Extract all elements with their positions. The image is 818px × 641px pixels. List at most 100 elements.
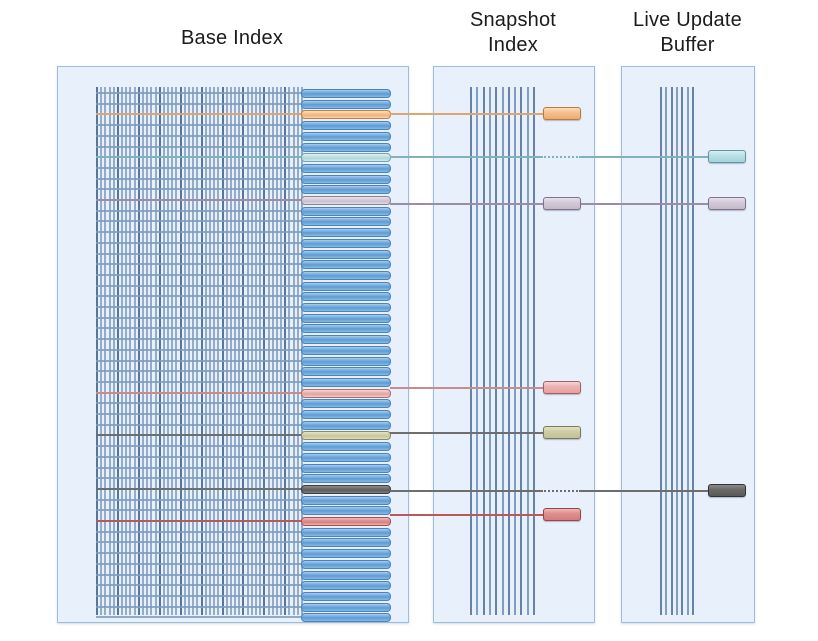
connector-base-to-snapshot-pink [390,387,543,389]
base-index-vline [229,87,232,615]
base-index-row-line [96,455,301,458]
base-index-vline [234,87,237,615]
base-index-vline [108,87,111,615]
base-index-row-line [96,124,301,127]
live-update-buffer-vline [681,87,684,615]
base-index-vline [162,87,165,615]
base-index-vline [225,87,228,615]
snapshot-index-vline [482,87,485,615]
base-index-row-line [96,156,301,159]
base-index-bar [301,303,391,312]
title-text-live-line2: Buffer [660,34,715,56]
base-index-row-line [96,552,301,555]
connector-base-to-snapshot-lavender [390,203,543,205]
base-index-bar [301,570,391,580]
base-index-row-line [96,445,301,448]
base-index-bar [301,260,391,270]
base-index-bar [301,142,391,152]
base-index-bar [301,131,391,141]
base-index-vline [263,87,266,615]
base-index-vline [146,87,149,615]
connector-snapshot-to-live-lavender [581,203,708,205]
base-index-bar-cyan [301,153,391,163]
base-index-vline [196,87,199,615]
snapshot-index-vline [476,87,479,615]
base-index-vline [116,87,119,615]
base-index-vline [96,87,98,615]
base-index-bar [301,602,391,612]
base-index-row-line [96,145,301,148]
base-index-vline [296,87,299,615]
base-index-bar [301,249,391,259]
base-index-row-line [96,209,301,212]
connector-snapshot-passthrough-cyan [445,156,581,158]
connector-base-to-snapshot-red [390,514,543,516]
base-index-vline [204,87,207,615]
base-index-bar [301,506,391,516]
live-update-buffer-vline [665,87,668,615]
base-index-row-line [96,530,301,533]
base-index-vline [221,87,224,615]
base-index-bar [301,613,391,622]
base-index-vline [158,87,161,615]
connector-snapshot-to-live-cyan [581,156,708,158]
base-index-vline [242,87,245,615]
snapshot-index-vline [533,87,535,615]
base-index-row-line [96,605,301,608]
base-index-vline [284,87,287,615]
base-index-row-line [96,402,301,405]
panel-base-index [57,66,409,623]
base-index-row-line [96,231,301,234]
base-index-vline [188,87,191,615]
base-index-row-line [96,509,301,512]
base-index-vline [121,87,124,615]
base-index-bar [301,399,391,409]
snapshot-index-pill-red [543,508,581,521]
base-index-vline [259,87,262,615]
connector-snapshot-to-live-darkgray [581,490,708,492]
base-index-vline [280,87,283,615]
base-index-vline [100,87,103,615]
base-index-vline [154,87,157,615]
base-index-bar [301,292,391,302]
base-index-vline [175,87,178,615]
base-index-vline [104,87,107,615]
base-index-bar [301,99,391,109]
base-index-bar [301,89,391,98]
base-index-bar [301,538,391,548]
snapshot-index-pill-lavender [543,197,581,210]
live-update-buffer-vline [692,87,694,615]
snapshot-index-vline [470,87,472,615]
base-index-vline [125,87,128,615]
connector-base-to-snapshot-orange [390,113,543,115]
base-index-vline [192,87,195,615]
base-index-vline [267,87,270,615]
base-index-vline [254,87,257,615]
base-index-vline [150,87,153,615]
base-index-bar [301,474,391,484]
base-index-row-line [96,295,301,298]
base-index-vline [133,87,136,615]
base-index-row-line [96,306,301,308]
base-index-row-line [96,134,301,137]
base-index-bar [301,527,391,537]
base-index-row-line [96,423,301,426]
base-index-vline [271,87,274,615]
base-index-vline [171,87,174,615]
base-index-bar [301,549,391,559]
base-index-row-line [96,359,301,362]
base-index-row-line [96,92,301,94]
base-index-bar [301,591,391,601]
snapshot-index-pill-orange [543,107,581,120]
base-index-row-line [96,199,301,201]
base-index-row-line [96,573,301,576]
base-index-row-line [96,220,301,223]
base-index-bar [301,174,391,184]
panel-title-base-index: Base Index [57,26,407,51]
live-update-buffer-pill-darkgray [708,484,746,497]
base-index-row-line [96,241,301,244]
base-index-bar [301,581,391,591]
base-index-bar [301,238,391,248]
base-index-bar [301,377,391,387]
